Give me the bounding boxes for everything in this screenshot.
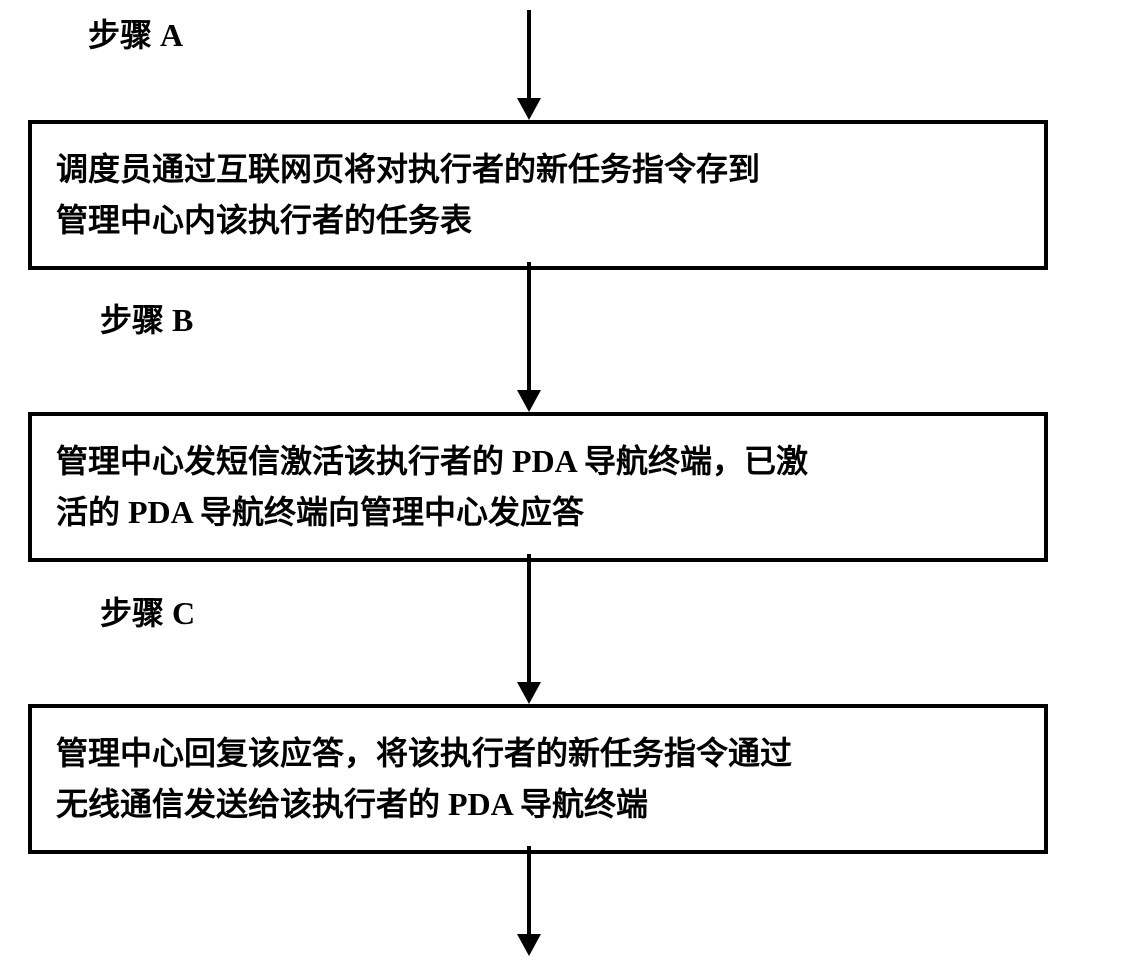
box-step-c: 管理中心回复该应答，将该执行者的新任务指令通过 无线通信发送给该执行者的 PDA… [28,704,1048,854]
arrow-line [527,846,531,936]
box-step-a: 调度员通过互联网页将对执行者的新任务指令存到 管理中心内该执行者的任务表 [28,120,1048,270]
step-label-c-text: 步骤 C [100,595,195,631]
arrow-head [517,934,541,956]
step-label-b-text: 步骤 B [100,302,193,338]
box-c-line2: 无线通信发送给该执行者的 PDA 导航终端 [56,779,1020,830]
step-label-b: 步骤 B [100,295,193,341]
step-label-a-text: 步骤 A [88,17,183,53]
arrow-line [527,554,531,684]
box-b-line2: 活的 PDA 导航终端向管理中心发应答 [56,487,1020,538]
box-step-b: 管理中心发短信激活该执行者的 PDA 导航终端，已激 活的 PDA 导航终端向管… [28,412,1048,562]
arrow-line [527,10,531,100]
arrow-head [517,390,541,412]
box-a-line1: 调度员通过互联网页将对执行者的新任务指令存到 [56,144,1020,195]
flowchart-container: 步骤 A 调度员通过互联网页将对执行者的新任务指令存到 管理中心内该执行者的任务… [0,0,1132,980]
arrow-line [527,262,531,392]
step-label-a: 步骤 A [88,10,183,56]
step-label-c: 步骤 C [100,588,195,634]
arrow-head [517,98,541,120]
box-c-line1: 管理中心回复该应答，将该执行者的新任务指令通过 [56,728,1020,779]
box-a-line2: 管理中心内该执行者的任务表 [56,195,1020,246]
arrow-head [517,682,541,704]
box-b-line1: 管理中心发短信激活该执行者的 PDA 导航终端，已激 [56,436,1020,487]
